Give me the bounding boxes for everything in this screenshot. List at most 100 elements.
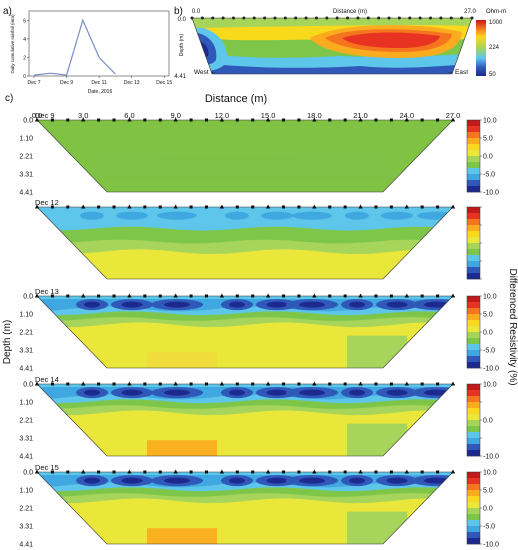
difference-colorbar-swatch [467,207,480,214]
difference-y-tick-label: 4.41 [19,190,33,197]
difference-colorbar-swatch [467,320,480,327]
difference-electrode [328,118,332,122]
difference-electrode [251,382,255,386]
rainfall-x-tick-label: Dec 13 [124,80,140,86]
difference-electrode [81,469,86,474]
difference-electrode [173,381,178,386]
difference-y-tick-label: 0.0 [23,382,33,389]
difference-y-tick-label: 2.21 [19,330,33,337]
difference-electrode [374,470,378,474]
difference-electrode [173,204,178,209]
difference-electrode [404,117,409,122]
difference-electrode [265,204,271,209]
difference-electrode [97,470,101,474]
difference-electrode [158,294,162,298]
difference-electrode [158,470,162,474]
difference-electrode [189,205,193,209]
difference-electrode [34,117,40,122]
difference-colorbar [466,206,482,280]
difference-colorbar-swatch [467,478,480,485]
difference-section: Dec 12 [34,198,482,280]
rainfall-x-tick-label: Dec 9 [60,80,73,86]
resistivity-x-tick-start: 0.0 [192,9,201,15]
difference-electrode [50,470,54,474]
difference-section: Dec 130.01.102.213.314.4110.05.00.0-5.0-… [19,287,499,373]
direction-west-label: West ← [194,69,217,76]
difference-electrode [358,117,363,122]
difference-colorbar-swatch [467,450,480,457]
difference-electrode [204,294,208,298]
difference-colorbar-swatch [467,156,480,163]
difference-y-tick-label: 4.41 [19,542,33,549]
difference-electrode [436,470,440,474]
difference-colorbar: 10.0 0.0 -10.0 [466,382,499,461]
difference-colorbar-tick-label: 5.0 [483,488,493,495]
difference-electrode [66,118,70,122]
difference-electrode [328,205,332,209]
difference-colorbar-tick-label: 10.0 [483,470,497,477]
difference-colorbar-tick-label: 10.0 [483,118,497,125]
difference-x-tick-label: 24.0 [399,111,414,120]
difference-colorbar-swatch [467,120,480,127]
difference-colorbar-swatch [467,273,480,280]
difference-electrode [420,294,424,298]
difference-colorbar-swatch [467,396,480,403]
difference-colorbar-swatch [467,384,480,391]
difference-section-date: Dec 15 [35,463,59,472]
panel-c-label: c) [5,93,13,104]
difference-colorbar-swatch [467,255,480,262]
difference-electrode [358,381,363,386]
difference-electrode [235,118,239,122]
difference-electrode [282,205,286,209]
difference-colorbar-swatch [467,231,480,238]
difference-colorbar-tick-label: 0.0 [483,330,493,337]
difference-electrode [204,470,208,474]
difference-electrode [189,382,193,386]
difference-colorbar-swatch [467,514,480,521]
difference-electrode [282,470,286,474]
difference-electrode [389,205,393,209]
difference-x-tick-label: 27.0 [446,111,461,120]
difference-colorbar-swatch [467,520,480,527]
resistivity-x-axis-label: Distance (m) [333,9,367,15]
difference-section: Dec 150.01.102.213.314.4110.05.00.0-5.0-… [19,463,499,549]
difference-x-tick-label: 15.0 [261,111,276,120]
difference-y-tick-label: 1.10 [19,487,33,494]
difference-x-tick-label: 0.0 [32,111,42,120]
difference-electrode [81,293,86,298]
difference-electrode [143,118,147,122]
difference-electrode [282,382,286,386]
difference-electrode [235,382,239,386]
difference-colorbar-swatch [467,490,480,497]
difference-electrode [374,118,378,122]
difference-x-tick-label: 21.0 [353,111,368,120]
difference-colorbar-tick-label: -10.0 [483,454,499,461]
difference-colorbar-swatch [467,508,480,515]
difference-electrode [127,381,132,386]
difference-electrode [358,469,363,474]
difference-section-list: Dec 90.01.102.213.314.4110.05.00.0-5.0-1… [19,111,499,549]
difference-electrode [173,293,178,298]
difference-electrode [34,293,40,298]
difference-electrode [235,294,239,298]
difference-electrode [420,118,424,122]
difference-electrode [297,470,301,474]
difference-section-body [37,120,453,192]
difference-colorbar-swatch [467,213,480,220]
difference-electrode [297,382,301,386]
difference-electrode [189,294,193,298]
difference-electrode [404,381,409,386]
difference-electrode [97,205,101,209]
difference-colorbar-swatch [467,314,480,321]
difference-colorbar-swatch [467,132,480,139]
difference-electrode [312,204,317,209]
difference-electrode [97,294,101,298]
resistivity-x-tick-end: 27.0 [464,9,476,15]
difference-section-body [37,207,453,279]
rainfall-x-ticks: Dec 7 Dec 9 Dec 11 Dec 13 Dec 15 [27,76,172,86]
difference-x-tick-label: 3.0 [78,111,88,120]
difference-colorbar-swatch [467,438,480,445]
difference-colorbar-tick-label: -5.0 [483,172,495,179]
difference-electrode [358,293,363,298]
